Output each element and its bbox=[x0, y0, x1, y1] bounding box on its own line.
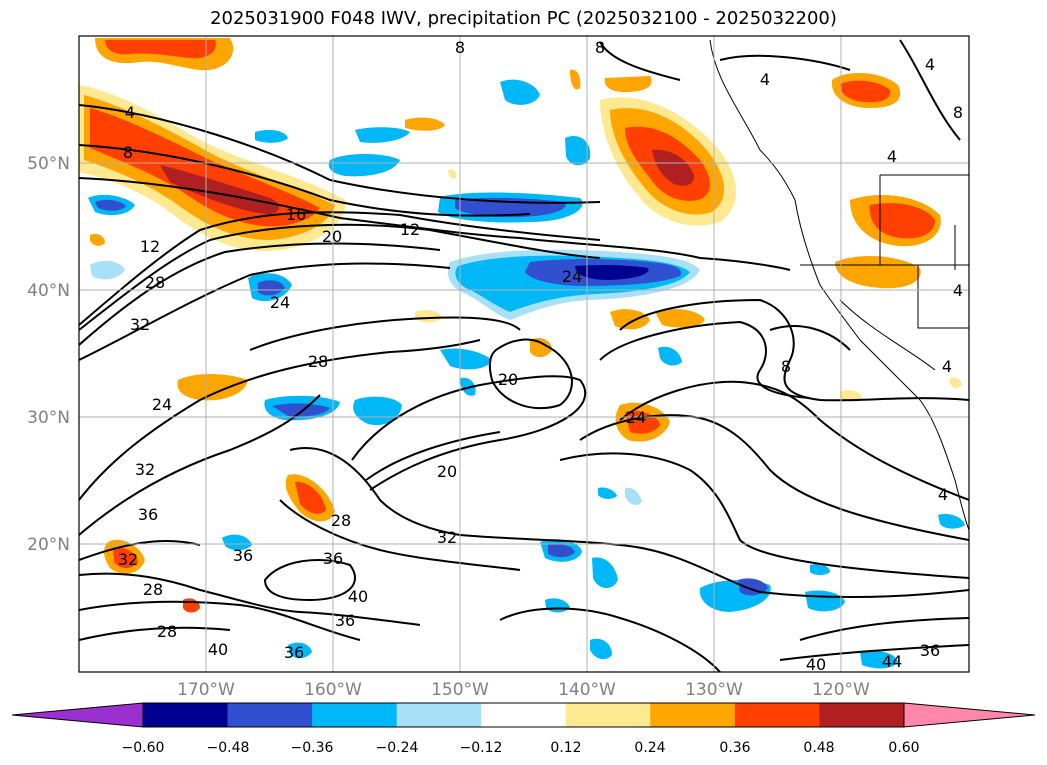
contour-label: 24 bbox=[626, 408, 646, 427]
colorbar-tick-label: 0.36 bbox=[719, 740, 750, 756]
precip-shading bbox=[79, 38, 965, 669]
lat-label-50n: 50°N bbox=[27, 154, 70, 174]
contour-label: 36 bbox=[335, 611, 355, 630]
contour-label: 32 bbox=[130, 315, 150, 334]
lon-label-120w: 120°W bbox=[812, 680, 870, 700]
contour-label: 36 bbox=[323, 549, 343, 568]
colorbar-tick-label: −0.60 bbox=[122, 740, 165, 756]
contour-label: 36 bbox=[138, 505, 158, 524]
colorbar-segment bbox=[312, 703, 398, 727]
contour-label: 4 bbox=[938, 485, 948, 504]
contour-label: 4 bbox=[760, 70, 770, 89]
colorbar-segment bbox=[481, 703, 567, 727]
contour-label: 8 bbox=[953, 103, 963, 122]
colorbar-tick-label: −0.12 bbox=[460, 740, 503, 756]
contour-label: 28 bbox=[145, 273, 165, 292]
contour-label: 20 bbox=[437, 462, 457, 481]
colorbar-extend-low bbox=[11, 702, 144, 728]
positive-anomaly-nw-band-max bbox=[160, 165, 280, 215]
contour-label-group: 8 8 4 4 8 4 8 16 20 12 12 28 32 24 24 28… bbox=[118, 38, 963, 674]
contour-label: 24 bbox=[562, 267, 582, 286]
colorbar-tick-label: 0.60 bbox=[888, 740, 919, 756]
contour-label: 8 bbox=[781, 357, 791, 376]
contour-label: 24 bbox=[152, 395, 172, 414]
colorbar-tick-label: 0.24 bbox=[634, 740, 665, 756]
gridlines bbox=[79, 36, 969, 672]
contour-label: 8 bbox=[455, 38, 465, 57]
contour-label: 4 bbox=[925, 55, 935, 74]
colorbar-segment bbox=[650, 703, 736, 727]
colorbar-tick-label: 0.12 bbox=[550, 740, 581, 756]
lat-label-30n: 30°N bbox=[27, 408, 70, 428]
contour-label: 40 bbox=[806, 655, 826, 674]
colorbar bbox=[11, 702, 1036, 728]
contour-label: 8 bbox=[123, 143, 133, 162]
contour-label: 4 bbox=[887, 147, 897, 166]
lat-label-40n: 40°N bbox=[27, 281, 70, 301]
lon-label-160w: 160°W bbox=[304, 680, 362, 700]
contour-label: 28 bbox=[157, 622, 177, 641]
colorbar-extend-high bbox=[903, 702, 1036, 728]
lon-label-140w: 140°W bbox=[558, 680, 616, 700]
lon-label-130w: 130°W bbox=[685, 680, 743, 700]
colorbar-tick-label: −0.24 bbox=[376, 740, 419, 756]
coastlines bbox=[709, 39, 969, 531]
contour-label: 32 bbox=[118, 550, 138, 569]
colorbar-segment bbox=[227, 703, 313, 727]
contour-label: 20 bbox=[322, 227, 342, 246]
contour-label: 36 bbox=[920, 641, 940, 660]
colorbar-frame bbox=[142, 702, 905, 728]
colorbar-segment bbox=[565, 703, 651, 727]
colorbar-segment bbox=[143, 703, 229, 727]
colorbar-tick-label: 0.48 bbox=[803, 740, 834, 756]
lat-label-20n: 20°N bbox=[27, 535, 70, 555]
contour-label: 28 bbox=[308, 352, 328, 371]
colorbar-tick-labels: −0.60 −0.48 −0.36 −0.24 −0.12 0.12 0.24 … bbox=[122, 740, 920, 756]
contour-label: 12 bbox=[400, 220, 420, 239]
contour-label: 36 bbox=[233, 546, 253, 565]
colorbar-segment bbox=[819, 703, 905, 727]
map-frame bbox=[78, 35, 970, 673]
positive-anomaly-west-us bbox=[835, 256, 921, 289]
lon-label-170w: 170°W bbox=[177, 680, 235, 700]
contour-label: 32 bbox=[135, 460, 155, 479]
map-panel bbox=[79, 36, 969, 672]
contour-label: 4 bbox=[942, 357, 952, 376]
contour-label: 4 bbox=[125, 103, 135, 122]
contour-label: 28 bbox=[143, 580, 163, 599]
contour-label: 20 bbox=[498, 370, 518, 389]
map-title: 2025031900 F048 IWV, precipitation PC (2… bbox=[210, 8, 837, 29]
contour-label: 4 bbox=[953, 281, 963, 300]
contour-label: 40 bbox=[348, 587, 368, 606]
latitude-labels: 50°N 40°N 30°N 20°N bbox=[27, 154, 70, 555]
contour-label: 44 bbox=[882, 652, 902, 671]
lon-label-150w: 150°W bbox=[431, 680, 489, 700]
colorbar-segment bbox=[734, 703, 820, 727]
contour-label: 28 bbox=[331, 511, 351, 530]
longitude-labels: 170°W 160°W 150°W 140°W 130°W 120°W bbox=[177, 680, 870, 700]
contour-label: 16 bbox=[286, 205, 306, 224]
contour-label: 8 bbox=[595, 38, 605, 57]
iwv-contours bbox=[79, 39, 969, 672]
colorbar-tick-label: −0.36 bbox=[291, 740, 334, 756]
colorbar-segment bbox=[396, 703, 482, 727]
colorbar-tick-label: −0.48 bbox=[207, 740, 250, 756]
contour-label: 12 bbox=[140, 237, 160, 256]
contour-label: 36 bbox=[284, 643, 304, 662]
contour-label: 32 bbox=[437, 528, 457, 547]
contour-label: 40 bbox=[208, 640, 228, 659]
contour-label: 24 bbox=[270, 293, 290, 312]
